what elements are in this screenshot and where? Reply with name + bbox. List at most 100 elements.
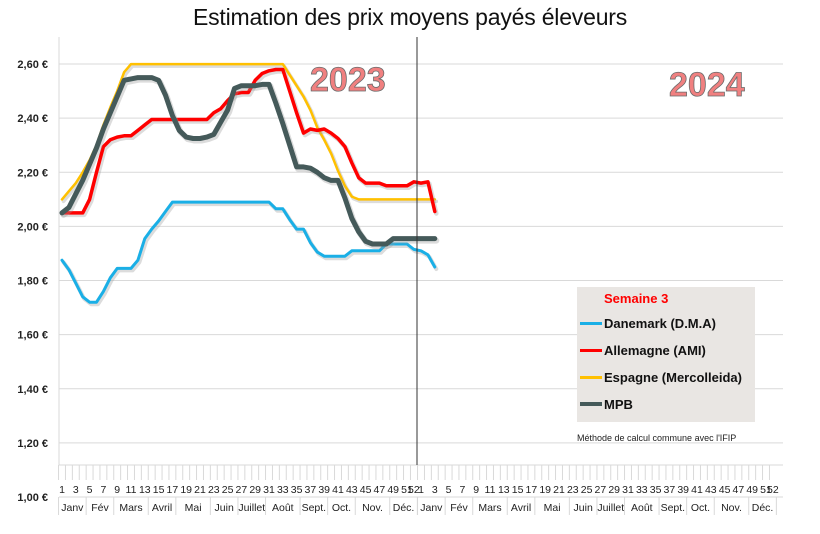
x-week-label: 31	[622, 484, 634, 496]
x-week-label: 5	[446, 484, 452, 496]
x-week-label: 29	[249, 484, 261, 496]
x-week-label: 33	[277, 484, 289, 496]
x-week-label: 19	[180, 484, 192, 496]
legend-label: Allemagne (AMI)	[604, 342, 706, 358]
x-month-label: Mai	[544, 502, 561, 514]
x-week-label: 9	[114, 484, 120, 496]
legend-item-espagne: Espagne (Mercolleida)	[580, 368, 742, 386]
x-week-label: 3	[432, 484, 438, 496]
series-shadow-danemark-d-m-a	[61, 202, 439, 307]
x-week-label: 9	[473, 484, 479, 496]
x-week-label: 23	[208, 484, 220, 496]
x-week-label: 17	[167, 484, 179, 496]
x-week-label: 29	[608, 484, 620, 496]
x-month-label: Nov.	[362, 502, 383, 514]
legend-swatch-espagne	[580, 375, 602, 379]
year-label-2024: 2024	[669, 66, 745, 104]
y-tick-label: 1,20 €	[17, 438, 48, 450]
y-tick-label: 2,00 €	[17, 221, 48, 233]
series-shadow-allemagne-ami	[61, 69, 439, 218]
legend-label: Danemark (D.M.A)	[604, 315, 716, 331]
x-month-label: Août	[272, 502, 294, 514]
x-week-label: 13	[139, 484, 151, 496]
x-week-label: 33	[636, 484, 648, 496]
y-tick-label: 2,20 €	[17, 167, 48, 179]
y-tick-label: 2,60 €	[17, 59, 48, 71]
x-week-label: 35	[291, 484, 303, 496]
legend: Semaine 3 Danemark (D.M.A) Allemagne (AM…	[577, 287, 755, 422]
x-month-label: Oct.	[332, 502, 351, 514]
x-week-label: 37	[664, 484, 676, 496]
x-month-label: Avril	[511, 502, 531, 514]
x-week-label: 25	[222, 484, 234, 496]
x-week-label: 43	[346, 484, 358, 496]
x-month-label: Mars	[478, 502, 501, 514]
x-month-label: Juin	[215, 502, 234, 514]
x-week-label: 45	[360, 484, 372, 496]
y-axis-ticks: 1,00 € 1,20 € 1,40 € 1,60 € 1,80 € 2,00 € 2,20…	[17, 59, 48, 504]
x-week-label: 3	[73, 484, 79, 496]
x-week-label: 45	[719, 484, 731, 496]
chart-title: Estimation des prix moyens payés éleveur…	[192, 4, 628, 30]
footnote: Méthode de calcul commune avec l'IFIP	[577, 433, 737, 443]
x-week-label: 19	[539, 484, 551, 496]
x-week-label: 52	[767, 484, 779, 496]
series-shadow-espagne-mercolleida	[61, 64, 439, 204]
x-week-label: 27	[236, 484, 248, 496]
series-lines	[59, 62, 440, 307]
x-month-label: Nov.	[721, 502, 742, 514]
series-line-espagne-mercolleida	[60, 62, 437, 201]
legend-title: Semaine 3	[604, 291, 669, 306]
x-week-label: 11	[126, 484, 137, 496]
legend-item-allemagne: Allemagne (AMI)	[580, 341, 706, 359]
x-month-label: Juillet	[597, 502, 624, 514]
x-week-label: 13	[498, 484, 510, 496]
x-week-label: 41	[332, 484, 344, 496]
x-week-label: 31	[263, 484, 275, 496]
x-axis: 1 3 5 7 9 11 13 15 17 19 21 23 25 27 29 31 33 35 37 39 41 43 4…	[58, 464, 783, 515]
x-week-label: 25	[581, 484, 593, 496]
y-tick-label: 1,40 €	[17, 384, 48, 396]
x-week-label: 21	[553, 484, 565, 496]
y-tick-label: 1,60 €	[17, 330, 48, 342]
x-month-label: Sept.	[661, 502, 686, 514]
x-week-label: 47	[374, 484, 386, 496]
x-week-label: 15	[153, 484, 165, 496]
x-week-label: 1	[59, 484, 65, 496]
series-line-allemagne-ami	[60, 67, 437, 215]
x-week-label: 21	[194, 484, 206, 496]
legend-swatch-mpb	[580, 402, 602, 406]
x-week-label: 35	[650, 484, 662, 496]
x-month-label: Juillet	[238, 502, 265, 514]
y-tick-label: 1,00 €	[17, 492, 48, 504]
legend-item-mpb: MPB	[580, 395, 633, 413]
series-line-danemark-d-m-a	[60, 200, 437, 304]
x-month-label: Oct.	[691, 502, 710, 514]
x-month-label: Sept.	[302, 502, 327, 514]
x-week-label: 11	[485, 484, 496, 496]
x-week-label: 7	[100, 484, 106, 496]
legend-swatch-danemark	[580, 321, 602, 325]
x-week-label: 49	[387, 484, 399, 496]
x-month-label: Juin	[574, 502, 593, 514]
x-week-label: 43	[705, 484, 717, 496]
x-week-label: 5	[87, 484, 93, 496]
x-month-label: Déc.	[752, 502, 774, 514]
x-week-label: 41	[691, 484, 703, 496]
x-month-label: Mai	[185, 502, 202, 514]
x-month-label: Mars	[119, 502, 142, 514]
x-week-label: 51	[760, 484, 772, 496]
x-week-label: 17	[526, 484, 538, 496]
x-week-label: 7	[459, 484, 465, 496]
legend-label: MPB	[604, 396, 633, 412]
x-month-label: Fév	[450, 502, 468, 514]
x-week-label: 39	[318, 484, 330, 496]
x-month-label: Avril	[152, 502, 172, 514]
x-week-label: 39	[677, 484, 689, 496]
x-month-label: Janv	[420, 502, 443, 514]
x-week-label: 51	[401, 484, 413, 496]
x-week-label: 37	[305, 484, 317, 496]
x-week-label: 27	[595, 484, 607, 496]
x-month-label: Août	[631, 502, 653, 514]
series-line-mpb	[59, 75, 438, 247]
